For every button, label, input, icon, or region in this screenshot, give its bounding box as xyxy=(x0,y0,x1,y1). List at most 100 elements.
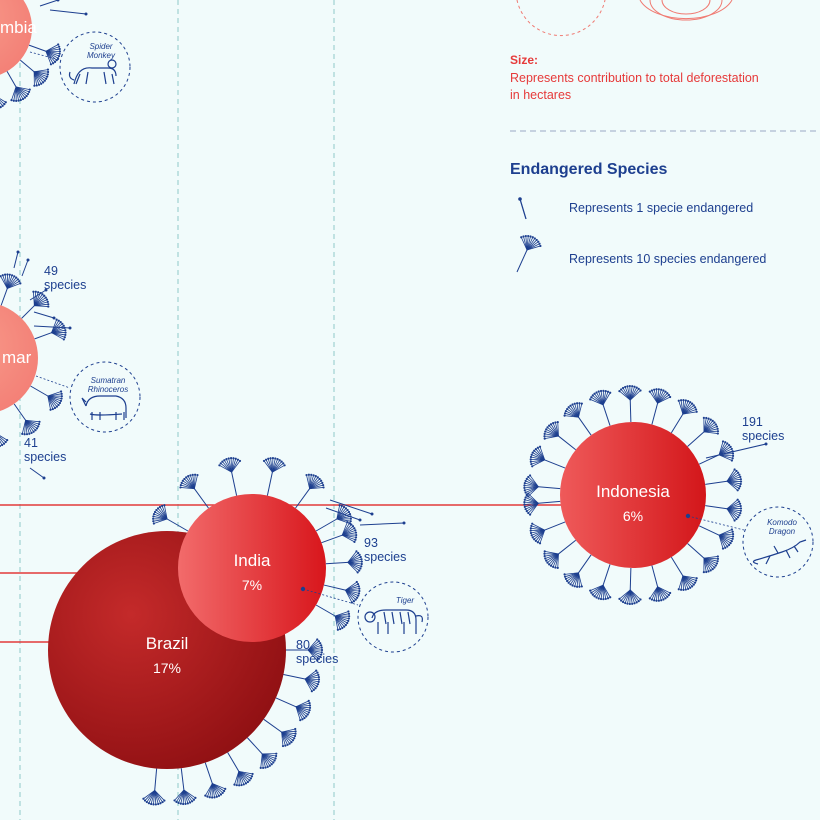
legend-ten-species-text: Represents 10 species endangered xyxy=(569,252,766,266)
tiger-label: Tiger xyxy=(396,596,414,605)
legend-one-species-text: Represents 1 specie endangered xyxy=(569,201,753,215)
species-burst xyxy=(0,435,9,448)
komodo-dragon-icon xyxy=(752,539,807,565)
india-percent: 7% xyxy=(242,577,262,593)
indonesia-percent: 6% xyxy=(623,508,643,524)
species-bursts xyxy=(0,0,768,806)
brazil-name: Brazil xyxy=(146,634,189,653)
legend-small-circle xyxy=(516,0,606,37)
species-burst xyxy=(589,389,612,426)
species-burst xyxy=(523,492,561,516)
species-burst xyxy=(325,550,363,574)
myanmar-species-upper-count: 49 xyxy=(44,264,58,278)
country-labels: mbia mar India 7% Brazil 17% Indonesia 6… xyxy=(0,18,670,676)
species-burst xyxy=(315,604,351,631)
india-name: India xyxy=(234,551,271,570)
species-burst xyxy=(563,402,592,436)
species-burst xyxy=(563,554,592,588)
india-species-count: 93 xyxy=(364,536,378,550)
indonesia-name: Indonesia xyxy=(596,482,670,501)
species-burst xyxy=(648,565,672,602)
guide-lines xyxy=(19,0,335,820)
species-single xyxy=(29,467,46,480)
species-burst xyxy=(152,504,189,532)
species-single xyxy=(359,521,406,526)
species-single xyxy=(33,311,56,320)
species-counts: 49 species 41 species 93 species 80 spec… xyxy=(24,264,784,666)
komodo-dragon-label: Dragon xyxy=(769,527,796,536)
species-single xyxy=(49,9,88,16)
species-burst xyxy=(589,564,612,601)
species-burst xyxy=(19,59,50,87)
spider-monkey-icon xyxy=(68,59,117,85)
species-burst xyxy=(543,420,577,451)
species-burst xyxy=(705,468,743,492)
tiger-icon xyxy=(364,609,423,634)
species-burst xyxy=(179,473,209,509)
legend-size-title: Size: xyxy=(510,53,538,67)
tiger-callout[interactable]: Tiger xyxy=(300,581,429,653)
brazil-species-unit: species xyxy=(296,652,338,666)
legend-species-title: Endangered Species xyxy=(510,161,667,178)
indonesia-species-unit: species xyxy=(742,429,784,443)
komodo-dragon-callout[interactable]: Komodo Dragon xyxy=(685,506,814,578)
legend: Size: Represents contribution to total d… xyxy=(510,53,820,273)
species-single xyxy=(21,258,30,277)
spider-monkey-callout[interactable]: Spider Monkey xyxy=(29,31,131,103)
legend-large-circle xyxy=(639,0,733,20)
species-single xyxy=(325,507,362,522)
indonesia-circle[interactable] xyxy=(560,422,706,568)
species-single xyxy=(33,325,72,330)
species-burst xyxy=(321,521,358,544)
spider-monkey-label: Monkey xyxy=(87,51,116,60)
species-burst xyxy=(30,385,63,411)
legend-large-circle-inner xyxy=(649,0,723,21)
india-circle[interactable] xyxy=(178,494,326,642)
species-burst xyxy=(323,580,361,604)
indonesia-species-count: 191 xyxy=(742,415,763,429)
species-single xyxy=(13,250,20,269)
rhinoceros-label: Sumatran xyxy=(91,376,126,385)
species-burst xyxy=(275,697,312,722)
brazil-percent: 17% xyxy=(153,660,181,676)
species-burst xyxy=(218,457,242,496)
species-burst xyxy=(173,768,197,806)
species-burst xyxy=(687,416,720,447)
species-burst xyxy=(263,718,297,748)
species-burst xyxy=(295,473,325,509)
species-burst xyxy=(227,752,254,787)
myanmar-species-lower-count: 41 xyxy=(24,436,38,450)
species-burst xyxy=(0,273,22,306)
species-burst xyxy=(28,43,61,66)
legend-large-circle-inner xyxy=(661,0,711,15)
rhinoceros-callout[interactable]: Sumatran Rhinoceros xyxy=(35,361,141,433)
rhinoceros-label: Rhinoceros xyxy=(88,385,128,394)
ten-species-burst xyxy=(516,234,542,273)
species-burst xyxy=(687,543,720,574)
animal-callouts: Spider Monkey Sumatran Rhinoceros xyxy=(29,31,814,653)
species-burst xyxy=(142,768,166,806)
one-species-icon xyxy=(518,197,527,220)
legend-size-text: in hectares xyxy=(510,88,571,102)
species-burst xyxy=(523,474,561,498)
legend-size-text: Represents contribution to total defores… xyxy=(510,71,759,85)
colombia-circle[interactable] xyxy=(0,0,32,78)
species-single xyxy=(29,288,48,301)
species-burst xyxy=(21,290,50,319)
species-burst xyxy=(0,98,7,109)
legend-size-circles xyxy=(516,0,733,37)
brazil-species-count: 80 xyxy=(296,638,310,652)
komodo-dragon-label: Komodo xyxy=(767,518,797,527)
species-burst xyxy=(262,457,286,496)
species-burst xyxy=(670,556,698,591)
species-burst xyxy=(670,399,698,434)
rhinoceros-icon xyxy=(81,395,127,420)
myanmar-circle[interactable] xyxy=(0,302,38,414)
species-burst xyxy=(247,737,278,770)
species-single xyxy=(39,0,60,7)
species-single xyxy=(705,442,768,459)
myanmar-species-lower-unit: species xyxy=(24,450,66,464)
ten-species-icon xyxy=(516,234,542,273)
